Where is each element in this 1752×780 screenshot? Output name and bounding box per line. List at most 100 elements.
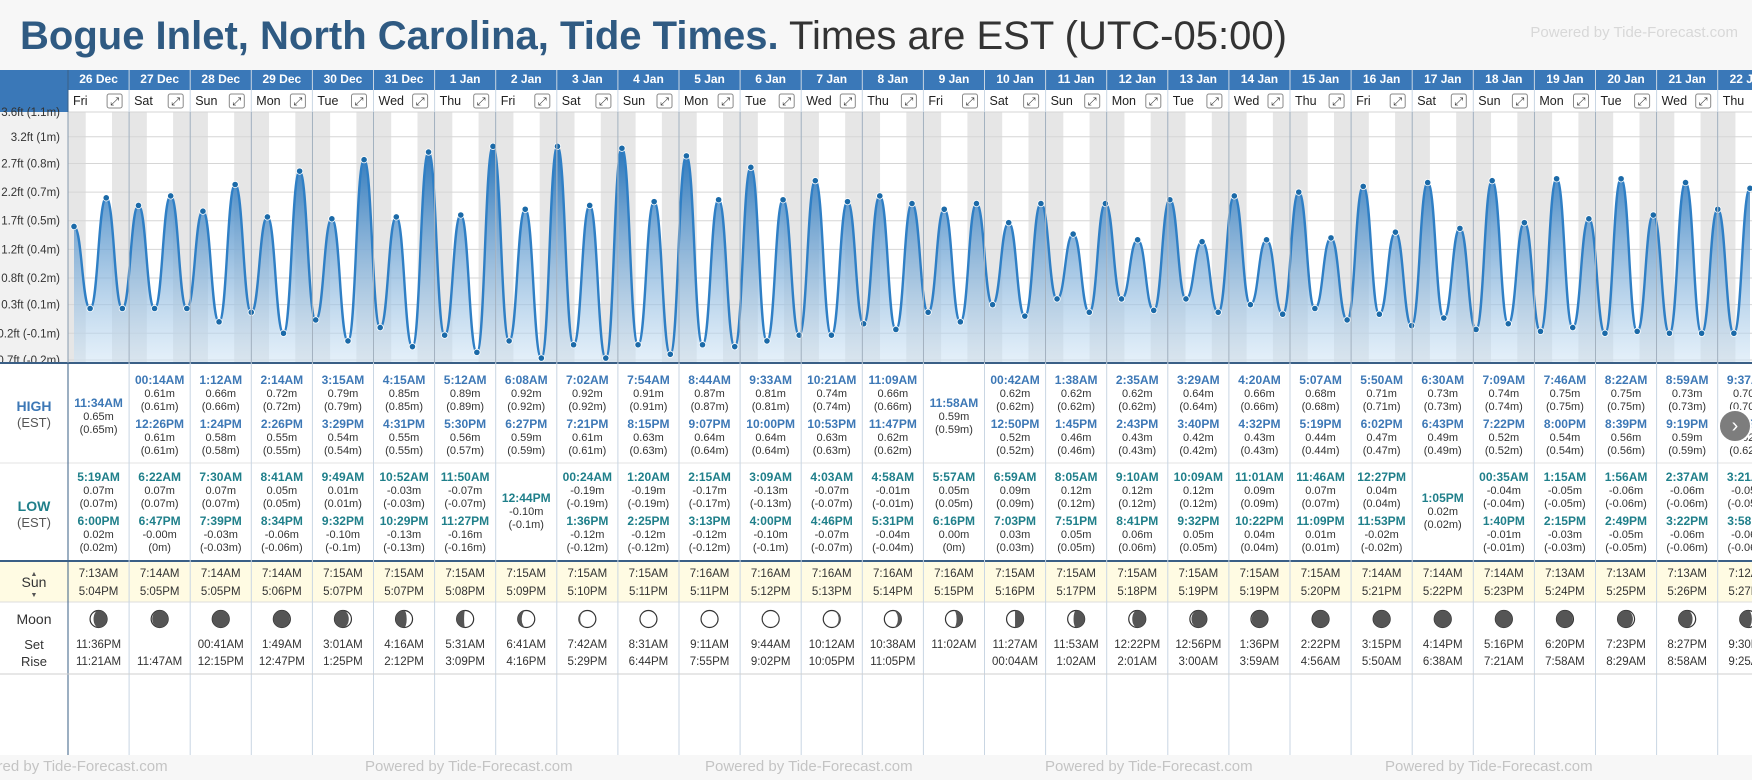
moonrise-time: 11:21AM <box>76 656 121 668</box>
tide-extreme-point <box>167 192 175 200</box>
low-time: 2:25PM <box>627 514 669 528</box>
expand-icon[interactable] <box>1450 93 1467 109</box>
expand-icon[interactable] <box>717 93 734 109</box>
high-time: 7:22PM <box>1483 417 1525 431</box>
powered-by-watermark: Powered by Tide-Forecast.com <box>1530 24 1738 41</box>
tide-extreme-point <box>843 198 852 206</box>
expand-icon[interactable] <box>1206 93 1223 109</box>
footer-powered: Powered by Tide-Forecast.com <box>1385 758 1593 775</box>
sunset-time: 5:07PM <box>384 586 424 598</box>
low-height-alt: (-0.05m) <box>1544 498 1586 510</box>
high-height-alt: (0.55m) <box>263 445 301 457</box>
tide-extreme-point <box>747 163 755 171</box>
table-background <box>0 363 1752 755</box>
tide-extreme-point <box>1730 329 1738 337</box>
high-height: 0.64m <box>755 432 786 444</box>
expand-icon[interactable] <box>289 93 306 109</box>
expand-icon[interactable] <box>351 93 367 109</box>
high-height-alt: (0.61m) <box>141 401 179 413</box>
low-height-alt: (-0.03m) <box>200 542 242 554</box>
low-height-alt: (-0.1m) <box>753 542 788 554</box>
low-height-alt: (-0.01m) <box>872 498 914 510</box>
expand-icon[interactable] <box>1695 93 1712 109</box>
expand-icon[interactable] <box>1328 93 1345 109</box>
expand-icon[interactable] <box>473 93 490 109</box>
expand-icon[interactable] <box>962 93 978 109</box>
low-height: -0.16m <box>448 529 482 541</box>
low-height: 0.02m <box>1427 506 1458 518</box>
moonset-time: 11:02AM <box>931 639 976 651</box>
sunset-time: 5:10PM <box>568 586 608 598</box>
expand-icon[interactable] <box>1267 93 1284 109</box>
row-label-low: LOW <box>18 498 51 514</box>
low-time: 5:31PM <box>872 514 914 528</box>
moon-shadow <box>1739 610 1752 628</box>
expand-icon: ⤢ <box>1638 96 1647 108</box>
footer-powered: Powered by Tide-Forecast.com <box>0 758 168 775</box>
expand-icon[interactable] <box>839 93 856 109</box>
tide-extreme-point <box>924 308 932 316</box>
expand-icon[interactable] <box>778 93 795 109</box>
moonrise-time: 6:44PM <box>629 656 669 668</box>
expand-icon[interactable] <box>106 93 123 109</box>
low-height: -0.12m <box>631 529 665 541</box>
expand-icon[interactable] <box>1634 93 1651 109</box>
moonset-time: 9:30PM <box>1728 639 1752 651</box>
moon-shadow <box>93 610 108 628</box>
expand-icon: ⤢ <box>966 96 975 108</box>
moon-shadow <box>395 610 407 628</box>
row-label-sun: Sun <box>22 574 47 590</box>
moonrise-time: 3:59AM <box>1240 656 1280 668</box>
expand-icon[interactable] <box>1023 93 1040 109</box>
date-label: 20 Jan <box>1607 72 1644 86</box>
scroll-right-arrow-icon[interactable]: › <box>1718 409 1752 443</box>
expand-icon[interactable] <box>1511 93 1528 109</box>
expand-icon[interactable] <box>900 93 917 109</box>
high-time: 7:46AM <box>1544 373 1587 387</box>
expand-icon[interactable] <box>167 93 184 109</box>
expand-icon: ⤢ <box>660 96 669 108</box>
low-height-alt: (0.07m) <box>80 498 118 510</box>
expand-icon[interactable] <box>1389 93 1406 109</box>
expand-icon[interactable] <box>1145 93 1162 109</box>
low-height-alt: (-0.06m) <box>1727 542 1752 554</box>
high-time: 00:42AM <box>990 373 1039 387</box>
tide-extreme-point <box>1246 301 1255 309</box>
tide-extreme-point <box>537 354 545 362</box>
low-height: 0.05m <box>1183 529 1214 541</box>
sunrise-time: 7:15AM <box>629 568 669 580</box>
high-height-alt: (0.64m) <box>752 445 790 457</box>
low-height: -0.00m <box>143 529 177 541</box>
high-height: 0.92m <box>511 388 542 400</box>
moonrise-time: 9:25AM <box>1728 656 1752 668</box>
expand-icon[interactable] <box>412 93 429 109</box>
low-time: 3:09AM <box>749 470 792 484</box>
tide-extreme-point <box>86 304 94 313</box>
low-height-alt: (-0.1m) <box>325 542 360 554</box>
weekday-label: Wed <box>1662 94 1688 108</box>
high-height: 0.42m <box>1183 432 1214 444</box>
low-time: 00:24AM <box>563 470 612 484</box>
expand-icon[interactable] <box>1084 93 1101 109</box>
low-height: -0.06m <box>1670 485 1704 497</box>
expand-icon[interactable] <box>595 93 612 109</box>
expand-icon[interactable] <box>534 93 551 109</box>
moon-shadow <box>273 610 290 628</box>
expand-icon[interactable] <box>1573 93 1589 109</box>
moonset-time: 8:31AM <box>629 639 669 651</box>
tide-extreme-point <box>1633 327 1641 335</box>
moonset-time: 6:20PM <box>1545 639 1585 651</box>
expand-icon[interactable] <box>228 93 245 109</box>
moon-shadow <box>1015 610 1024 628</box>
tide-extreme-point <box>360 156 368 164</box>
high-time: 10:53PM <box>807 417 856 431</box>
expand-icon: ⤢ <box>599 96 608 108</box>
moonset-time: 00:41AM <box>198 639 244 651</box>
expand-icon[interactable] <box>656 93 673 109</box>
low-height-alt: (-0.07m) <box>444 498 486 510</box>
high-time: 5:07AM <box>1299 373 1342 387</box>
low-height-alt: (-0.06m) <box>1605 498 1647 510</box>
